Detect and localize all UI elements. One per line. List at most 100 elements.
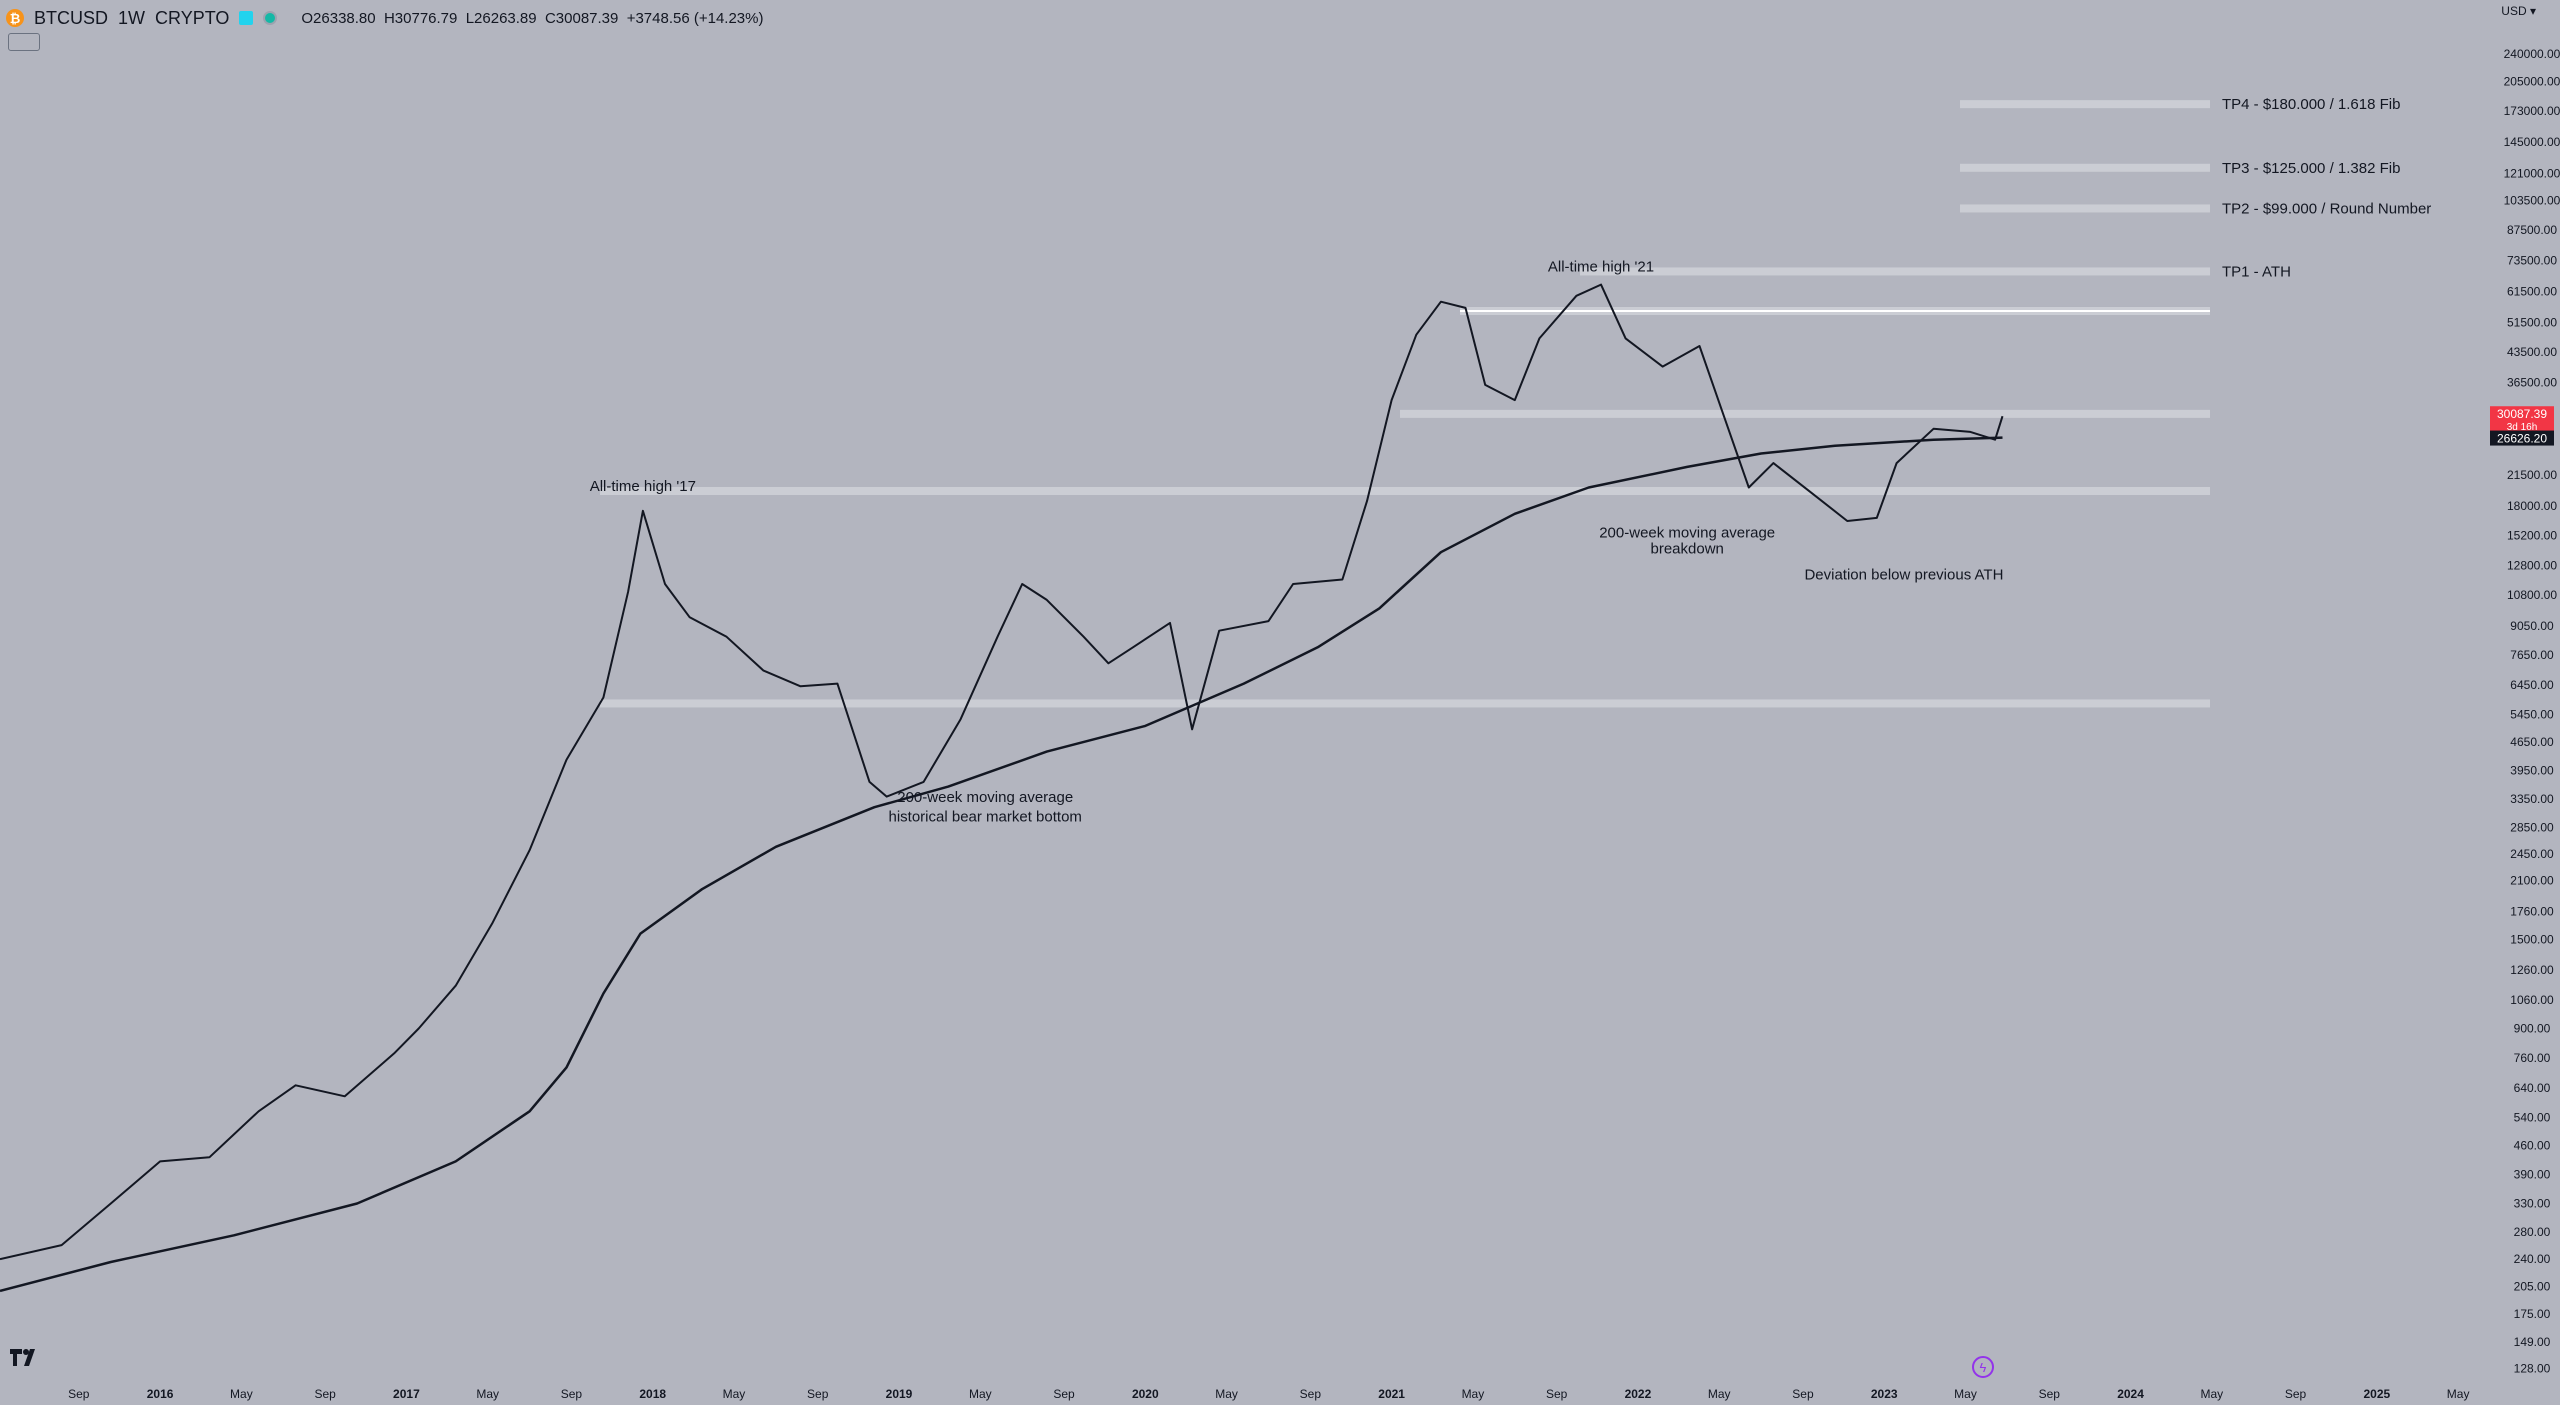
lightning-icon[interactable]: ϟ [1972,1356,1994,1378]
time-tick-label: Sep [314,1387,336,1401]
time-tick-label: May [969,1387,992,1401]
interval[interactable]: 1W [118,7,146,28]
chart-annotation: Deviation below previous ATH [1804,567,2003,584]
market-status-icon [263,11,278,25]
exchange[interactable]: CRYPTO [155,7,230,28]
time-tick-label: Sep [2285,1387,2307,1401]
tradingview-logo-icon[interactable] [8,1346,44,1368]
currency-label: USD [2501,4,2527,18]
time-tick-label: Sep [2039,1387,2061,1401]
price-tick-label: 3350.00 [2510,792,2554,806]
price-tick-label: 21500.00 [2507,468,2557,482]
chart-annotation: All-time high '17 [590,478,696,495]
chart-header: ₿ BTCUSD 1W CRYPTO O26338.80 H30776.79 L… [0,0,763,36]
time-tick-label: 2019 [886,1387,913,1401]
price-tick-label: 128.00 [2514,1362,2551,1376]
price-tick-label: 36500.00 [2507,376,2557,390]
bitcoin-icon: ₿ [6,9,24,27]
price-tick-label: 900.00 [2514,1021,2551,1035]
time-tick-label: 2023 [1871,1387,1898,1401]
level-label: TP2 - $99.000 / Round Number [2222,200,2431,217]
price-tick-label: 10800.00 [2507,588,2557,602]
time-tick-label: 2024 [2117,1387,2144,1401]
level-band [1580,267,2210,276]
price-tick-label: 280.00 [2514,1225,2551,1239]
time-tick-label: May [1954,1387,1977,1401]
last-price-label: 30087.39 [2497,407,2547,421]
time-tick-label: Sep [1300,1387,1322,1401]
price-tick-label: 149.00 [2514,1335,2551,1349]
price-tick-label: 173000.00 [2504,104,2560,118]
price-tick-label: 330.00 [2514,1197,2551,1211]
change-value: +3748.56 (+14.23%) [626,9,764,27]
price-tick-label: 121000.00 [2504,166,2560,180]
price-tick-label: 9050.00 [2510,619,2554,633]
time-tick-label: 2018 [639,1387,666,1401]
price-tick-label: 1060.00 [2510,993,2554,1007]
price-tick-label: 460.00 [2514,1139,2551,1153]
last-price-badge [2490,406,2554,435]
price-tick-label: 390.00 [2514,1167,2551,1181]
time-tick-label: May [476,1387,499,1401]
chart-annotation: 200-week moving average [1599,525,1775,542]
level-band [1960,163,2210,172]
price-tick-label: 7650.00 [2510,648,2554,662]
price-tick-label: 1760.00 [2510,904,2554,918]
price-tick-label: 1500.00 [2510,932,2554,946]
time-tick-label: Sep [68,1387,90,1401]
low-value: L26263.89 [465,9,537,27]
price-tick-label: 2450.00 [2510,847,2554,861]
price-tick-label: 540.00 [2514,1111,2551,1125]
price-tick-label: 640.00 [2514,1081,2551,1095]
time-tick-label: Sep [1546,1387,1568,1401]
level-band [1960,204,2210,213]
chart-annotation: All-time high '21 [1548,258,1654,275]
level-label: TP1 - ATH [2222,263,2291,280]
level-label: TP3 - $125.000 / 1.382 Fib [2222,160,2400,177]
time-tick-label: May [2447,1387,2470,1401]
time-tick-label: May [230,1387,253,1401]
price-tick-label: 240.00 [2514,1252,2551,1266]
price-tick-label: 5450.00 [2510,707,2554,721]
close-value: C30087.39 [544,9,619,27]
price-tick-label: 2100.00 [2510,874,2554,888]
price-tick-label: 12800.00 [2507,558,2557,572]
level-label: TP4 - $180.000 / 1.618 Fib [2222,96,2400,113]
time-tick-label: 2016 [147,1387,174,1401]
price-tick-label: 87500.00 [2507,223,2557,237]
price-tick-label: 103500.00 [2504,194,2560,208]
price-tick-label: 6450.00 [2510,678,2554,692]
time-tick-label: Sep [1053,1387,1075,1401]
price-tick-label: 3950.00 [2510,763,2554,777]
price-tick-label: 18000.00 [2507,499,2557,513]
ma-value-label: 26626.20 [2497,432,2547,446]
symbol-name[interactable]: BTCUSD [34,7,109,28]
price-tick-label: 760.00 [2514,1051,2551,1065]
price-tick-label: 240000.00 [2504,47,2560,61]
flag-icon[interactable] [239,11,254,25]
time-tick-label: May [2200,1387,2223,1401]
level-band [1960,100,2210,109]
collapse-legend-button[interactable] [8,33,40,51]
price-tick-label: 15200.00 [2507,528,2557,542]
moving-average-line [0,436,2003,1293]
time-tick-label: May [1708,1387,1731,1401]
price-tick-label: 4650.00 [2510,735,2554,749]
chart-annotation: 200-week moving average [897,789,1073,806]
time-tick-label: Sep [1792,1387,1814,1401]
price-tick-label: 1260.00 [2510,963,2554,977]
time-tick-label: May [723,1387,746,1401]
time-tick-label: 2021 [1378,1387,1405,1401]
level-band [600,699,2210,708]
time-tick-label: May [1215,1387,1238,1401]
price-tick-label: 73500.00 [2507,253,2557,267]
price-tick-label: 2850.00 [2510,820,2554,834]
ma-value-badge [2490,430,2554,446]
chart-annotation: breakdown [1650,540,1723,557]
price-tick-label: 175.00 [2514,1307,2551,1321]
level-band [600,486,2210,495]
level-band [1400,409,2210,418]
currency-selector[interactable]: USD ▾ [2501,4,2536,18]
price-tick-label: 43500.00 [2507,345,2557,359]
